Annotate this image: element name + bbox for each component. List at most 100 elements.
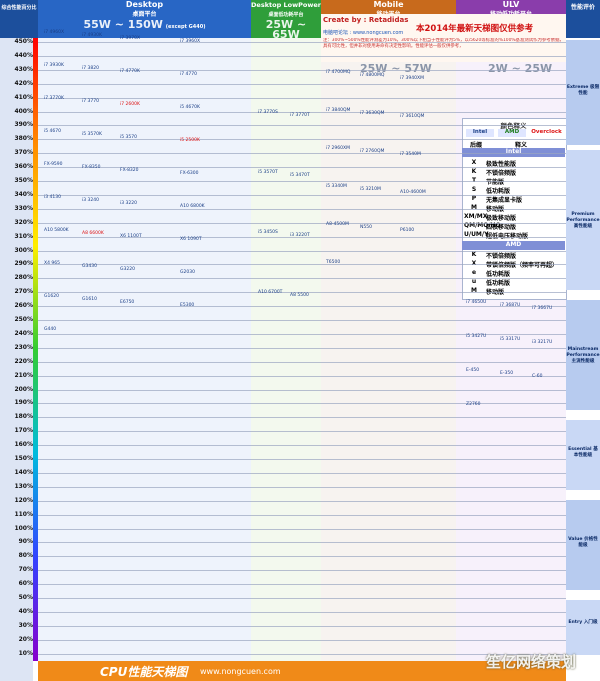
y-tick-label: 270% xyxy=(14,288,33,296)
mobile-tdp: 25W ~ 57W xyxy=(360,62,432,75)
legend-row-suffix: K xyxy=(471,251,477,258)
gridline xyxy=(38,153,566,155)
gridline xyxy=(38,542,566,544)
legend-amd-swatch: AMD xyxy=(498,129,526,137)
cpu-label: i7 3820 xyxy=(82,66,99,71)
gridline xyxy=(38,333,566,335)
segment-label-5: Entry 入门级 xyxy=(566,600,600,655)
cpu-label: i5 2500K xyxy=(180,138,200,143)
y-tick-label: 250% xyxy=(14,316,33,323)
legend-row-suffix: XM/MX xyxy=(464,213,488,220)
legend-intel-row: S 低功耗版 xyxy=(462,186,565,197)
legend-amd-hdr: AMD xyxy=(462,241,565,250)
gridline xyxy=(38,528,566,530)
legend-amd-row: e 低功耗版 xyxy=(462,269,565,280)
footer-url: www.nongcuen.com xyxy=(200,667,281,676)
gridline xyxy=(38,208,566,210)
gridline xyxy=(38,431,566,433)
gridline xyxy=(38,167,566,169)
y-tick-label: 290% xyxy=(14,260,33,268)
cpu-label: E-350 xyxy=(500,371,514,376)
cpu-label: A8 6600K xyxy=(82,231,104,236)
legend-amd-label: AMD xyxy=(504,129,520,135)
cpu-label: G1620 xyxy=(44,294,59,299)
cpu-label: E5300 xyxy=(180,303,195,308)
y-tick-label: 330% xyxy=(14,204,33,212)
header-lowpower-title: Desktop LowPower xyxy=(251,1,321,9)
gridline xyxy=(38,598,566,599)
legend-row-suffix: M xyxy=(471,204,477,211)
cpu-label: i7 3667U xyxy=(532,306,553,311)
cpu-label: P6100 xyxy=(400,228,415,233)
cpu-label: i5 3317U xyxy=(500,337,521,342)
y-tick-label: 30% xyxy=(18,621,33,629)
y-tick-label: 20% xyxy=(18,635,33,643)
cpu-label: A10-4600M xyxy=(400,190,426,195)
banner-headline: 本2014年最新天梯图仅供参考 xyxy=(416,24,534,34)
cpu-label: N550 xyxy=(360,225,372,230)
cpu-label: i7 4700MQ xyxy=(326,70,351,75)
y-tick-label: 340% xyxy=(14,190,33,198)
legend-intel-row: T节能版 xyxy=(462,177,565,188)
legend-row-meaning: 低功耗版 xyxy=(486,188,511,195)
cpu-label: C-60 xyxy=(532,374,543,379)
cpu-label: FX-9590 xyxy=(44,162,63,167)
banner-created-by: Create by : Retadidas xyxy=(323,16,409,24)
legend-amd-row: u 低功耗版 xyxy=(462,278,565,289)
segment-label-1: Premium Performance 高性能级 xyxy=(566,150,600,290)
cpu-label: i7 3687U xyxy=(500,303,521,308)
cpu-label: i5 3340M xyxy=(326,184,347,189)
cpu-label: i7 4930K xyxy=(82,33,102,38)
gridline xyxy=(38,97,566,99)
gridline xyxy=(38,306,566,308)
cpu-label: i5 3450S xyxy=(258,230,278,235)
cpu-label: G3430 xyxy=(82,264,97,269)
banner-note: 注：300%~500%性能评测差为10%，300%以下相当于性能评为5%，以i5… xyxy=(323,38,564,49)
cpu-label: i7 3770T xyxy=(290,113,310,118)
y-tick-label: 440% xyxy=(14,51,33,59)
footer-bar xyxy=(38,661,566,681)
legend-row-meaning: 节能版 xyxy=(486,179,505,186)
legend-intel-row: X 极致性能版 xyxy=(462,159,565,170)
gridline xyxy=(38,389,566,391)
gridline xyxy=(38,375,566,377)
cpu-label: i7 3840QM xyxy=(326,108,351,113)
gridline xyxy=(38,125,566,127)
gridline xyxy=(38,653,566,655)
cpu-label: X6 1090T xyxy=(180,237,202,242)
cpu-label: i5 3570 xyxy=(120,135,137,140)
y-axis-gradient xyxy=(33,38,38,661)
legend-intel-hdr: Intel xyxy=(462,148,565,157)
legend-row-suffix: X xyxy=(464,260,484,267)
legend-overclock-swatch: Overclock xyxy=(530,129,563,137)
legend-intel-row: U/UM/Y超低电压移动版 xyxy=(462,231,565,242)
y-tick-label: 40% xyxy=(18,607,33,615)
legend-amd-row: X带锁倍频版（频率可再超） xyxy=(462,260,565,271)
gridline xyxy=(38,584,566,586)
cpu-label: i3 3217U xyxy=(532,340,553,345)
gridline xyxy=(38,459,566,460)
cpu-label: FX-6300 xyxy=(180,171,199,176)
gridline xyxy=(38,472,566,474)
y-tick-label: 70% xyxy=(18,566,33,574)
column-ulv-bg xyxy=(456,0,566,681)
cpu-label: A10 5800K xyxy=(44,228,69,233)
cpu-label: FX-8350 xyxy=(82,165,101,170)
y-tick-label: 320% xyxy=(14,218,33,226)
cpu-label: A8-4500M xyxy=(326,222,349,227)
cpu-label: X6 1100T xyxy=(120,234,142,239)
cpu-label: i5 3470T xyxy=(290,173,310,178)
cpu-label: i7 3540M xyxy=(400,152,421,157)
legend-row-meaning: 不锁倍频版 xyxy=(486,253,517,260)
segment-label-4: Value 价格性能级 xyxy=(566,500,600,590)
y-tick-label: 360% xyxy=(14,163,33,171)
cpu-label: i7 3770S xyxy=(258,110,278,115)
y-tick-label: 260% xyxy=(14,302,33,310)
cpu-label: i7 2760QM xyxy=(360,149,385,154)
column-mobile-bg xyxy=(321,0,456,681)
legend-row-suffix: P xyxy=(471,195,477,202)
y-tick-label: 200% xyxy=(14,385,33,393)
y-tick-label: 390% xyxy=(14,121,33,129)
legend-row-meaning: 带锁倍频版（频率可再超） xyxy=(486,262,559,269)
